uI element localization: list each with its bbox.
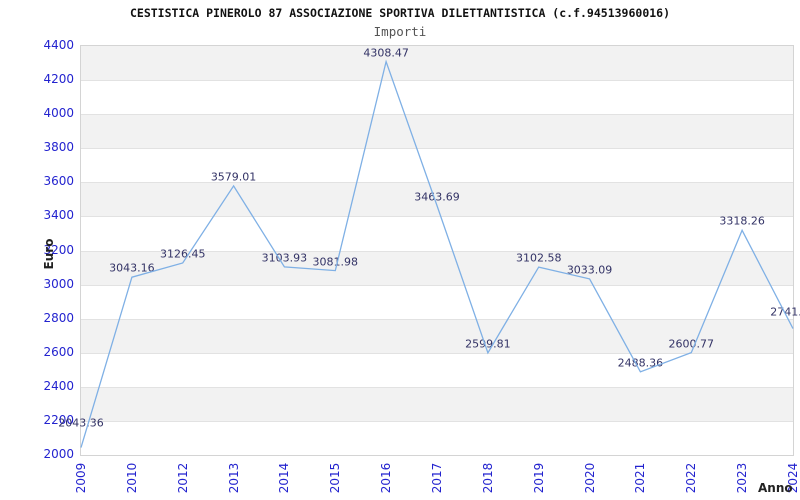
point-value-label: 2599.81 <box>465 337 511 351</box>
plot-band <box>81 182 793 217</box>
point-value-label: 3043.16 <box>109 261 155 275</box>
point-value-label: 2043.36 <box>58 416 104 430</box>
y-tick-label: 3200 <box>43 242 74 257</box>
y-tick-label: 4000 <box>43 106 74 121</box>
y-tick-label: 2000 <box>43 447 74 461</box>
y-tick-label: 2200 <box>43 412 74 427</box>
gridline <box>81 182 793 184</box>
plot-band <box>81 216 793 251</box>
y-tick-label: 3600 <box>43 174 74 189</box>
y-tick-label: 3800 <box>43 140 74 155</box>
plot-band <box>81 250 793 285</box>
plot-band <box>81 46 793 81</box>
point-value-label: 3081.98 <box>312 255 359 269</box>
chart-title: CESTISTICA PINEROLO 87 ASSOCIAZIONE SPOR… <box>129 6 671 20</box>
gridline <box>81 216 793 218</box>
gridline <box>81 318 793 320</box>
gridline <box>81 284 793 286</box>
gridline <box>81 114 793 116</box>
y-tick-label: 4200 <box>43 72 74 87</box>
plot-area <box>80 45 794 456</box>
y-tick-label: 4400 <box>43 38 74 52</box>
plot-band <box>81 80 793 115</box>
point-value-label: 2488.36 <box>617 356 664 370</box>
y-tick-label: 3400 <box>43 208 74 223</box>
gridline <box>81 80 793 82</box>
plot-band <box>81 284 793 319</box>
gridline <box>81 420 793 422</box>
plot-band <box>81 420 793 455</box>
plot-band <box>81 386 793 421</box>
point-value-label: 3579.01 <box>210 170 257 184</box>
gridline <box>81 148 793 150</box>
gridline <box>81 352 793 354</box>
point-value-label: 4308.47 <box>363 46 409 60</box>
point-value-label: 3033.09 <box>566 263 613 277</box>
gridline <box>81 386 793 388</box>
y-tick-label: 2800 <box>43 310 74 325</box>
y-tick-label: 3000 <box>43 276 74 291</box>
point-value-label: 2741.44 <box>770 305 800 319</box>
point-value-label: 2600.77 <box>668 337 715 351</box>
y-tick-label: 2600 <box>43 344 74 359</box>
point-value-label: 3126.45 <box>159 247 206 261</box>
plot-band <box>81 148 793 183</box>
y-tick-label: 2400 <box>43 378 74 393</box>
point-value-label: 3463.69 <box>414 190 460 204</box>
gridline <box>81 250 793 252</box>
point-value-label: 3102.58 <box>515 251 562 265</box>
chart-subtitle: Importi <box>373 24 427 39</box>
point-value-label: 3318.26 <box>719 214 765 228</box>
x-axis-label: Anno <box>758 481 793 495</box>
point-value-label: 3103.93 <box>261 251 308 265</box>
plot-band <box>81 318 793 353</box>
plot-band <box>81 114 793 149</box>
